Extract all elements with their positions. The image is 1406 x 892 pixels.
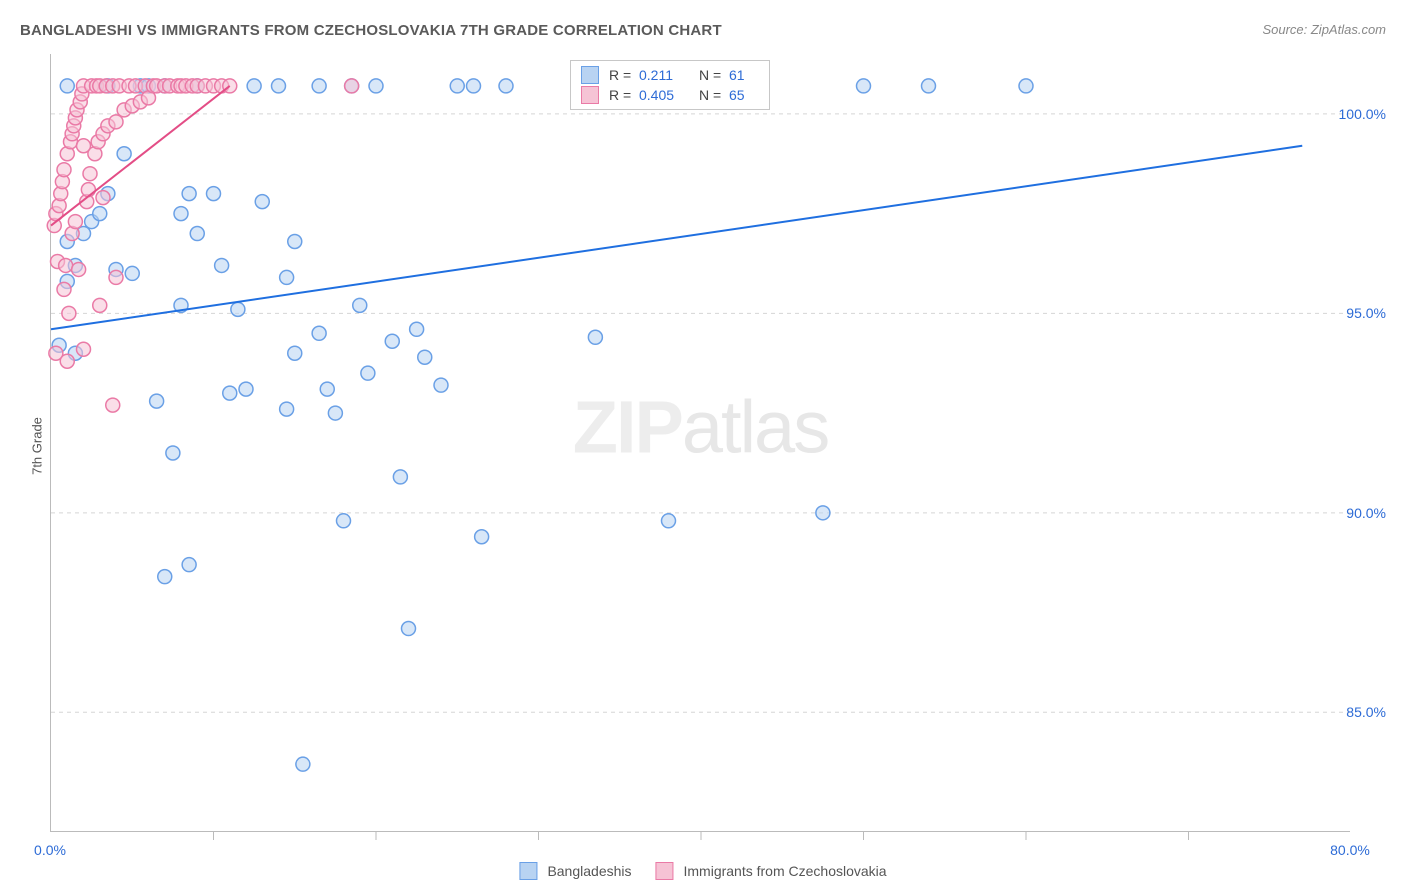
legend-swatch-bangladeshis [519,862,537,880]
legend-item-2: Immigrants from Czechoslovakia [656,862,887,880]
n-label: N = [699,67,729,83]
plot-svg [51,54,1351,832]
n-label: N = [699,87,729,103]
y-tick-label: 90.0% [1346,505,1386,521]
x-tick-label: 80.0% [1330,842,1370,858]
n-value-1: 61 [729,67,759,83]
legend-label-2: Immigrants from Czechoslovakia [684,863,887,879]
r-value-1: 0.211 [639,67,699,83]
y-axis-label: 7th Grade [29,417,44,475]
legend-row-1: R = 0.211 N = 61 [581,65,759,85]
n-value-2: 65 [729,87,759,103]
legend-label-1: Bangladeshis [547,863,631,879]
chart-container: BANGLADESHI VS IMMIGRANTS FROM CZECHOSLO… [0,0,1406,892]
chart-title: BANGLADESHI VS IMMIGRANTS FROM CZECHOSLO… [20,22,722,39]
legend-swatch-czechoslovakia [656,862,674,880]
legend-swatch-2 [581,86,599,104]
r-value-2: 0.405 [639,87,699,103]
r-label: R = [609,67,639,83]
plot-area: ZIPatlas [50,54,1350,832]
correlation-legend: R = 0.211 N = 61 R = 0.405 N = 65 [570,60,770,110]
y-tick-label: 85.0% [1346,704,1386,720]
y-tick-label: 95.0% [1346,305,1386,321]
r-label: R = [609,87,639,103]
source-label: Source: ZipAtlas.com [1262,22,1386,37]
y-tick-label: 100.0% [1339,106,1386,122]
legend-row-2: R = 0.405 N = 65 [581,85,759,105]
legend-swatch-1 [581,66,599,84]
series-legend: Bangladeshis Immigrants from Czechoslova… [507,862,898,880]
x-tick-label: 0.0% [34,842,66,858]
legend-item-1: Bangladeshis [519,862,631,880]
